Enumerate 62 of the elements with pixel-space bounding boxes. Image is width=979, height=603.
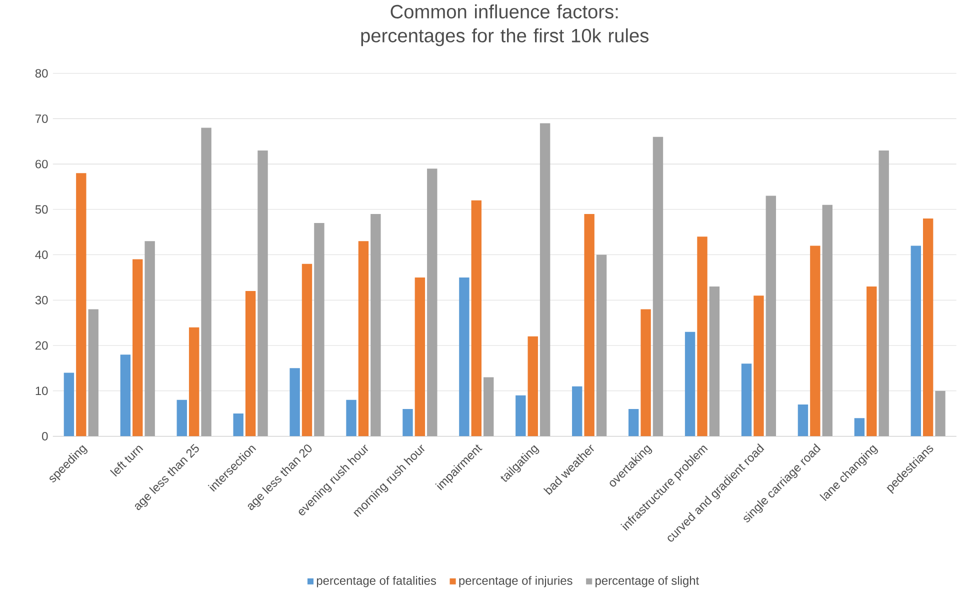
bar bbox=[540, 123, 550, 436]
bar bbox=[516, 396, 526, 436]
y-tick-label: 80 bbox=[35, 69, 48, 78]
bar bbox=[346, 400, 356, 436]
bar bbox=[483, 377, 494, 436]
y-tick-label: 40 bbox=[35, 250, 48, 260]
bar bbox=[459, 278, 470, 436]
legend-label: percentage of fatalities bbox=[316, 576, 436, 588]
y-tick-label: 0 bbox=[42, 432, 48, 441]
chart-title: Common influence factors: percentages for the first 10k rules bbox=[361, 4, 649, 46]
bar bbox=[766, 196, 776, 436]
bar bbox=[866, 286, 877, 436]
legend-label: percentage of injuries bbox=[459, 576, 572, 588]
bar bbox=[923, 218, 934, 436]
bar bbox=[640, 309, 651, 436]
bar bbox=[741, 364, 752, 436]
bar bbox=[652, 137, 664, 436]
y-tick-label: 60 bbox=[36, 160, 48, 169]
bar bbox=[258, 150, 268, 436]
bar bbox=[584, 214, 594, 436]
bar bbox=[88, 309, 98, 436]
bar bbox=[628, 409, 639, 436]
bar bbox=[798, 404, 808, 436]
bar bbox=[697, 236, 708, 436]
bar bbox=[572, 386, 582, 436]
bar bbox=[810, 246, 820, 436]
bar bbox=[358, 241, 369, 436]
bar bbox=[76, 173, 86, 436]
bar bbox=[822, 205, 832, 436]
bar bbox=[188, 328, 200, 436]
x-tick-label: left turn bbox=[110, 446, 144, 477]
y-tick-label: 30 bbox=[35, 296, 48, 305]
bar bbox=[596, 255, 607, 436]
y-tick-label: 50 bbox=[35, 205, 48, 214]
bar bbox=[314, 223, 324, 436]
bar bbox=[528, 336, 538, 436]
bar bbox=[878, 150, 889, 436]
bar bbox=[132, 260, 143, 436]
y-tick-label: 70 bbox=[36, 114, 48, 124]
bar bbox=[144, 241, 155, 436]
bar bbox=[935, 391, 946, 436]
bar bbox=[427, 168, 438, 436]
y-tick-label: 10 bbox=[36, 386, 48, 396]
bar bbox=[471, 200, 482, 436]
bar bbox=[910, 246, 922, 436]
bar bbox=[402, 409, 413, 436]
bar bbox=[302, 264, 312, 436]
bar bbox=[245, 291, 256, 436]
bar bbox=[64, 372, 74, 436]
bar bbox=[370, 214, 381, 436]
legend-label: percentage of slight bbox=[596, 576, 700, 588]
bar bbox=[414, 278, 426, 436]
bar bbox=[684, 332, 696, 436]
bar bbox=[201, 128, 212, 436]
bar bbox=[233, 414, 244, 436]
bar bbox=[854, 418, 865, 436]
bar bbox=[176, 400, 187, 436]
bar bbox=[290, 368, 300, 436]
y-tick-label: 20 bbox=[36, 341, 48, 350]
bar bbox=[754, 296, 764, 436]
bar bbox=[709, 286, 720, 436]
bar bbox=[120, 354, 131, 436]
